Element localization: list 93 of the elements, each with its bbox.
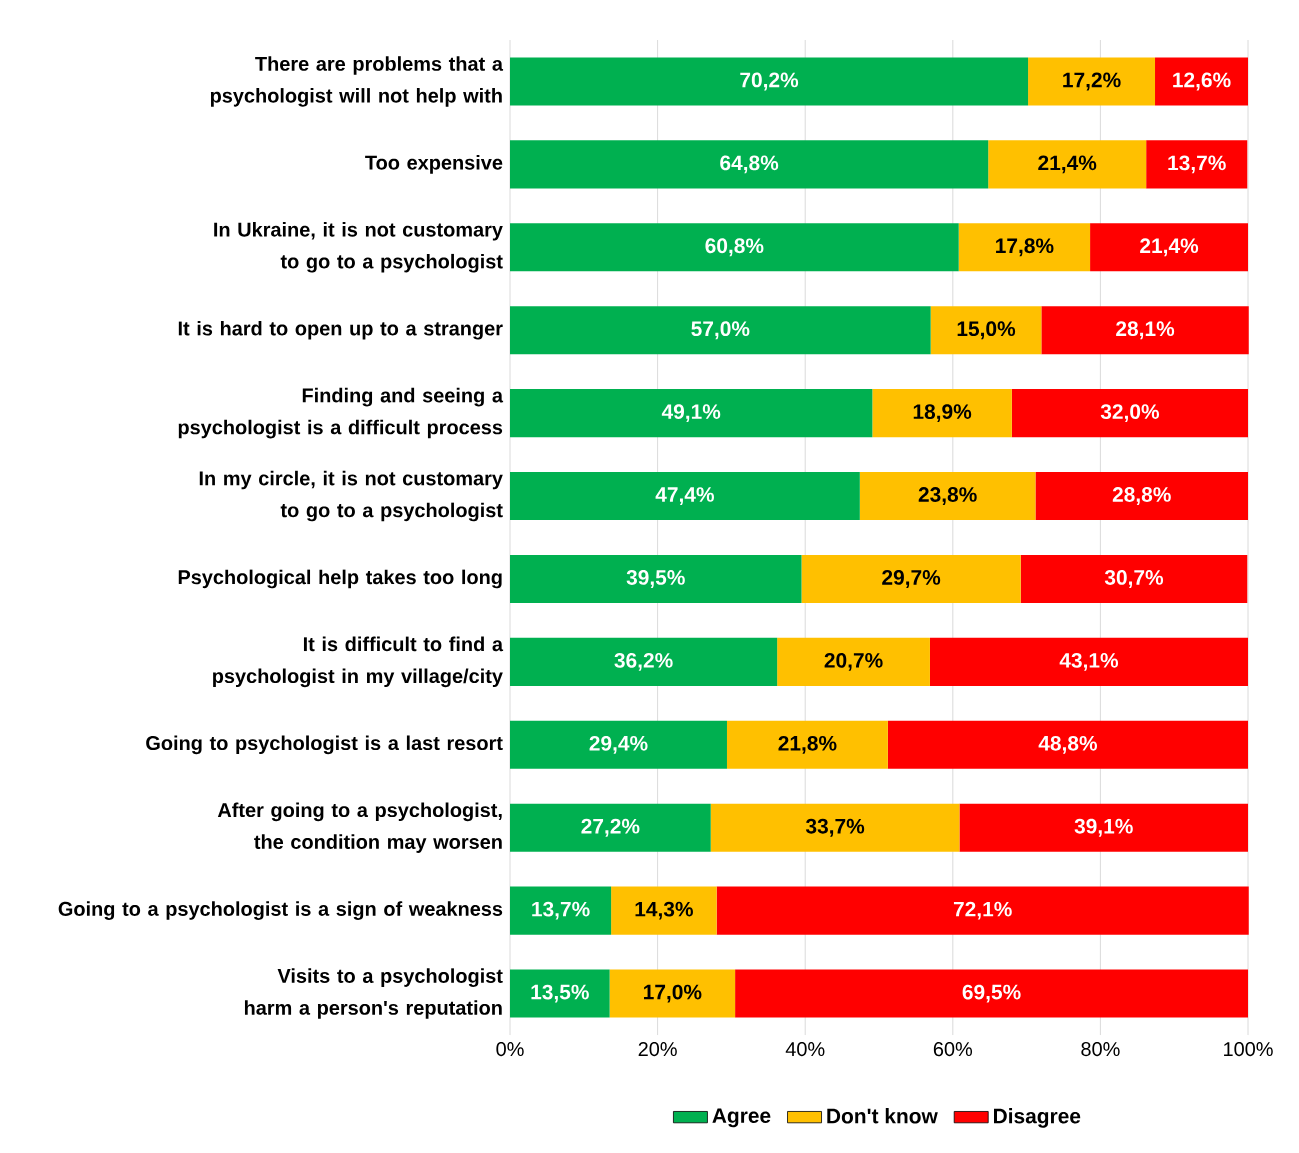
bar [1011,389,1249,438]
bar [1155,57,1249,106]
bar [872,389,1012,438]
data-label: 21,4% [1140,238,1199,257]
data-label: 28,8% [1112,487,1171,505]
bar [510,720,727,769]
data-label: 13,7% [532,901,590,920]
bar [1090,223,1249,272]
bar [726,720,888,769]
y-tick-label: After going to a psychologist, the condition may worsen [217,802,502,853]
legend-label: Disagree [994,1108,1081,1128]
data-label: 30,7% [1104,570,1164,588]
bar [988,140,1147,189]
bar [510,140,989,189]
x-tick-label: 40% [785,1042,825,1057]
y-tick-label: Going to a psychologist is a sign of weakness [58,901,503,920]
bar [510,223,959,272]
bar [510,969,610,1018]
data-label: 48,8% [1038,735,1098,754]
data-label: 12,6% [1173,72,1231,91]
bar [1146,140,1248,189]
data-label: 39,5% [626,570,685,588]
y-tick-label: There are problems that a psychologist will not help with [210,56,504,107]
x-tick-label: 0% [496,1042,524,1057]
data-label: 17,8% [996,238,1054,257]
data-label: 21,8% [778,735,837,754]
data-label: 43,1% [1059,652,1119,671]
data-label: 36,2% [614,652,673,671]
y-tick-label: Finding and seeing a psychologist is a difficult process [178,387,504,439]
bar [510,554,802,604]
data-label: 29,4% [589,735,648,754]
bar [510,803,711,852]
data-label: 20,7% [824,652,883,671]
data-label: 72,1% [953,901,1012,920]
bar [609,969,736,1018]
data-label: 14,3% [635,901,693,920]
data-label: 15,0% [957,321,1016,340]
data-label: 47,4% [655,487,714,505]
data-label: 23,8% [918,487,977,505]
bar [1041,306,1249,355]
data-label: 39,1% [1074,818,1133,837]
bar [930,306,1042,355]
data-label: 18,9% [913,404,972,423]
bar [510,637,778,686]
bar [887,720,1249,769]
bar [777,637,930,686]
y-tick-label: In my circle, it is not customary to go to a psychologist [199,470,503,522]
data-label: 27,2% [581,818,640,837]
bar [510,389,873,438]
y-tick-label: Going to psychologist is a last resort [146,735,503,755]
y-tick-label: It is difficult to find a psychologist in my village/city [213,636,504,688]
bar [929,637,1249,686]
y-tick-label: In Ukraine, it is not customary to go to a psychologist [214,222,503,273]
data-label: 17,2% [1063,72,1121,91]
x-tick-label: 100% [1224,1042,1273,1057]
y-tick-label: Visits to a psychologist harm a person's reputation [244,968,503,1019]
y-tick-label: It is hard to open up to a stranger [178,320,503,340]
data-label: 13,7% [1168,155,1226,174]
data-label: 17,0% [644,984,702,1003]
data-label: 28,1% [1116,321,1175,340]
legend-label: Don't know [827,1108,938,1124]
data-label: 57,0% [691,321,750,340]
data-label: 64,8% [720,155,779,174]
data-label: 29,7% [882,570,941,588]
bar [959,803,1249,852]
x-tick-label: 20% [638,1042,677,1057]
x-tick-label: 80% [1081,1042,1120,1057]
bar [958,223,1091,272]
bar [1035,472,1249,521]
bar [1020,554,1248,604]
bar [801,554,1021,604]
bar [510,57,1029,106]
bar [710,803,960,852]
bar [859,472,1036,521]
x-tick-label: 60% [933,1042,973,1057]
bar [1028,57,1156,106]
y-tick-label: Too expensive [365,155,503,174]
bar [510,886,612,935]
data-label: 32,0% [1100,404,1160,423]
data-label: 33,7% [805,818,865,837]
data-label: 21,4% [1038,155,1097,174]
data-label: 49,1% [661,404,721,423]
y-tick-label: Psychological help takes too long [178,569,502,589]
data-label: 69,5% [962,984,1021,1003]
bar [611,886,717,935]
bar [510,306,931,355]
bar [735,969,1249,1018]
data-label: 60,8% [705,238,764,257]
data-label: 70,2% [740,72,799,91]
bar [716,886,1249,935]
legend-label: Agree [712,1108,771,1128]
bar [510,472,860,521]
data-label: 13,5% [531,984,589,1003]
